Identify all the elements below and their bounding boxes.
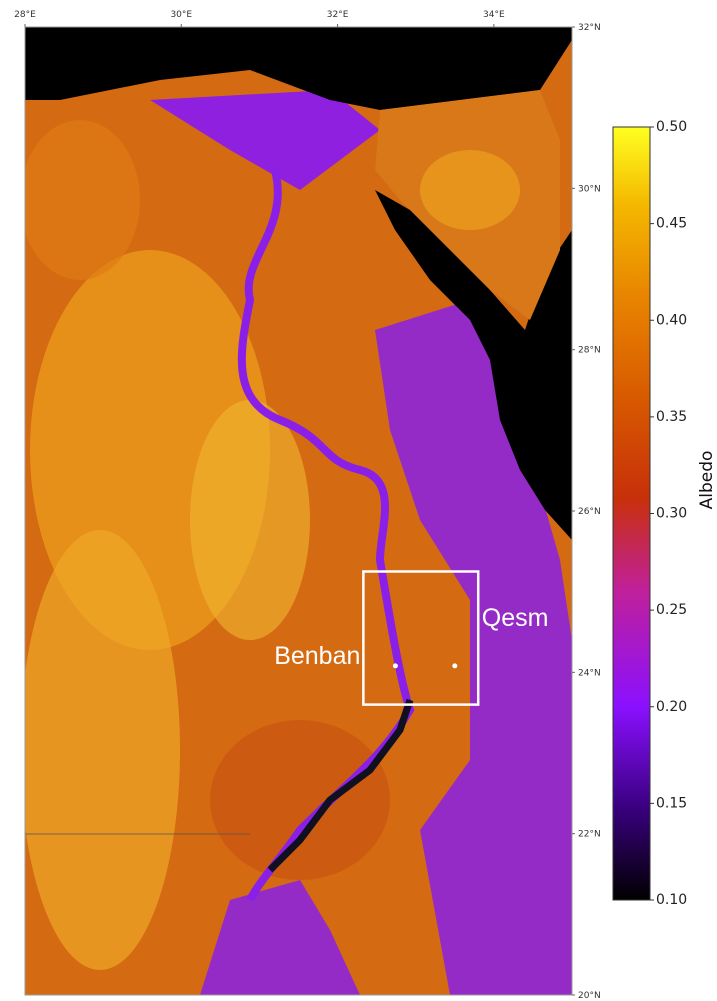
colorbar-tick-label: 0.40 [656, 312, 687, 328]
albedo-map [25, 27, 572, 995]
x-tick-label: 32°E [327, 10, 349, 20]
colorbar-tick-label: 0.50 [656, 119, 687, 135]
y-tick-label: 30°N [578, 184, 601, 194]
x-tick-label: 34°E [483, 10, 505, 20]
y-tick-label: 32°N [578, 23, 601, 33]
colorbar-tick-label: 0.15 [656, 795, 687, 811]
y-tick-label: 26°N [578, 507, 601, 517]
site-label: Benban [274, 642, 360, 670]
colorbar [612, 126, 651, 901]
colorbar-tick-label: 0.25 [656, 602, 687, 618]
y-tick-label: 28°N [578, 346, 601, 356]
x-tick-label: 28°E [14, 10, 36, 20]
y-tick-label: 22°N [578, 830, 601, 840]
colorbar-tick-label: 0.35 [656, 409, 687, 425]
colorbar-tick-label: 0.20 [656, 699, 687, 715]
highlight-box [362, 570, 480, 706]
site-marker [452, 663, 458, 669]
y-tick-label: 24°N [578, 668, 601, 678]
y-tick-label: 20°N [578, 991, 601, 1001]
site-marker [392, 663, 398, 669]
colorbar-label: Albedo [697, 451, 717, 510]
x-tick-label: 30°E [170, 10, 192, 20]
site-label: Qesm [482, 604, 549, 632]
colorbar-tick-label: 0.10 [656, 892, 687, 908]
colorbar-tick-label: 0.45 [656, 216, 687, 232]
colorbar-tick-label: 0.30 [656, 506, 687, 522]
